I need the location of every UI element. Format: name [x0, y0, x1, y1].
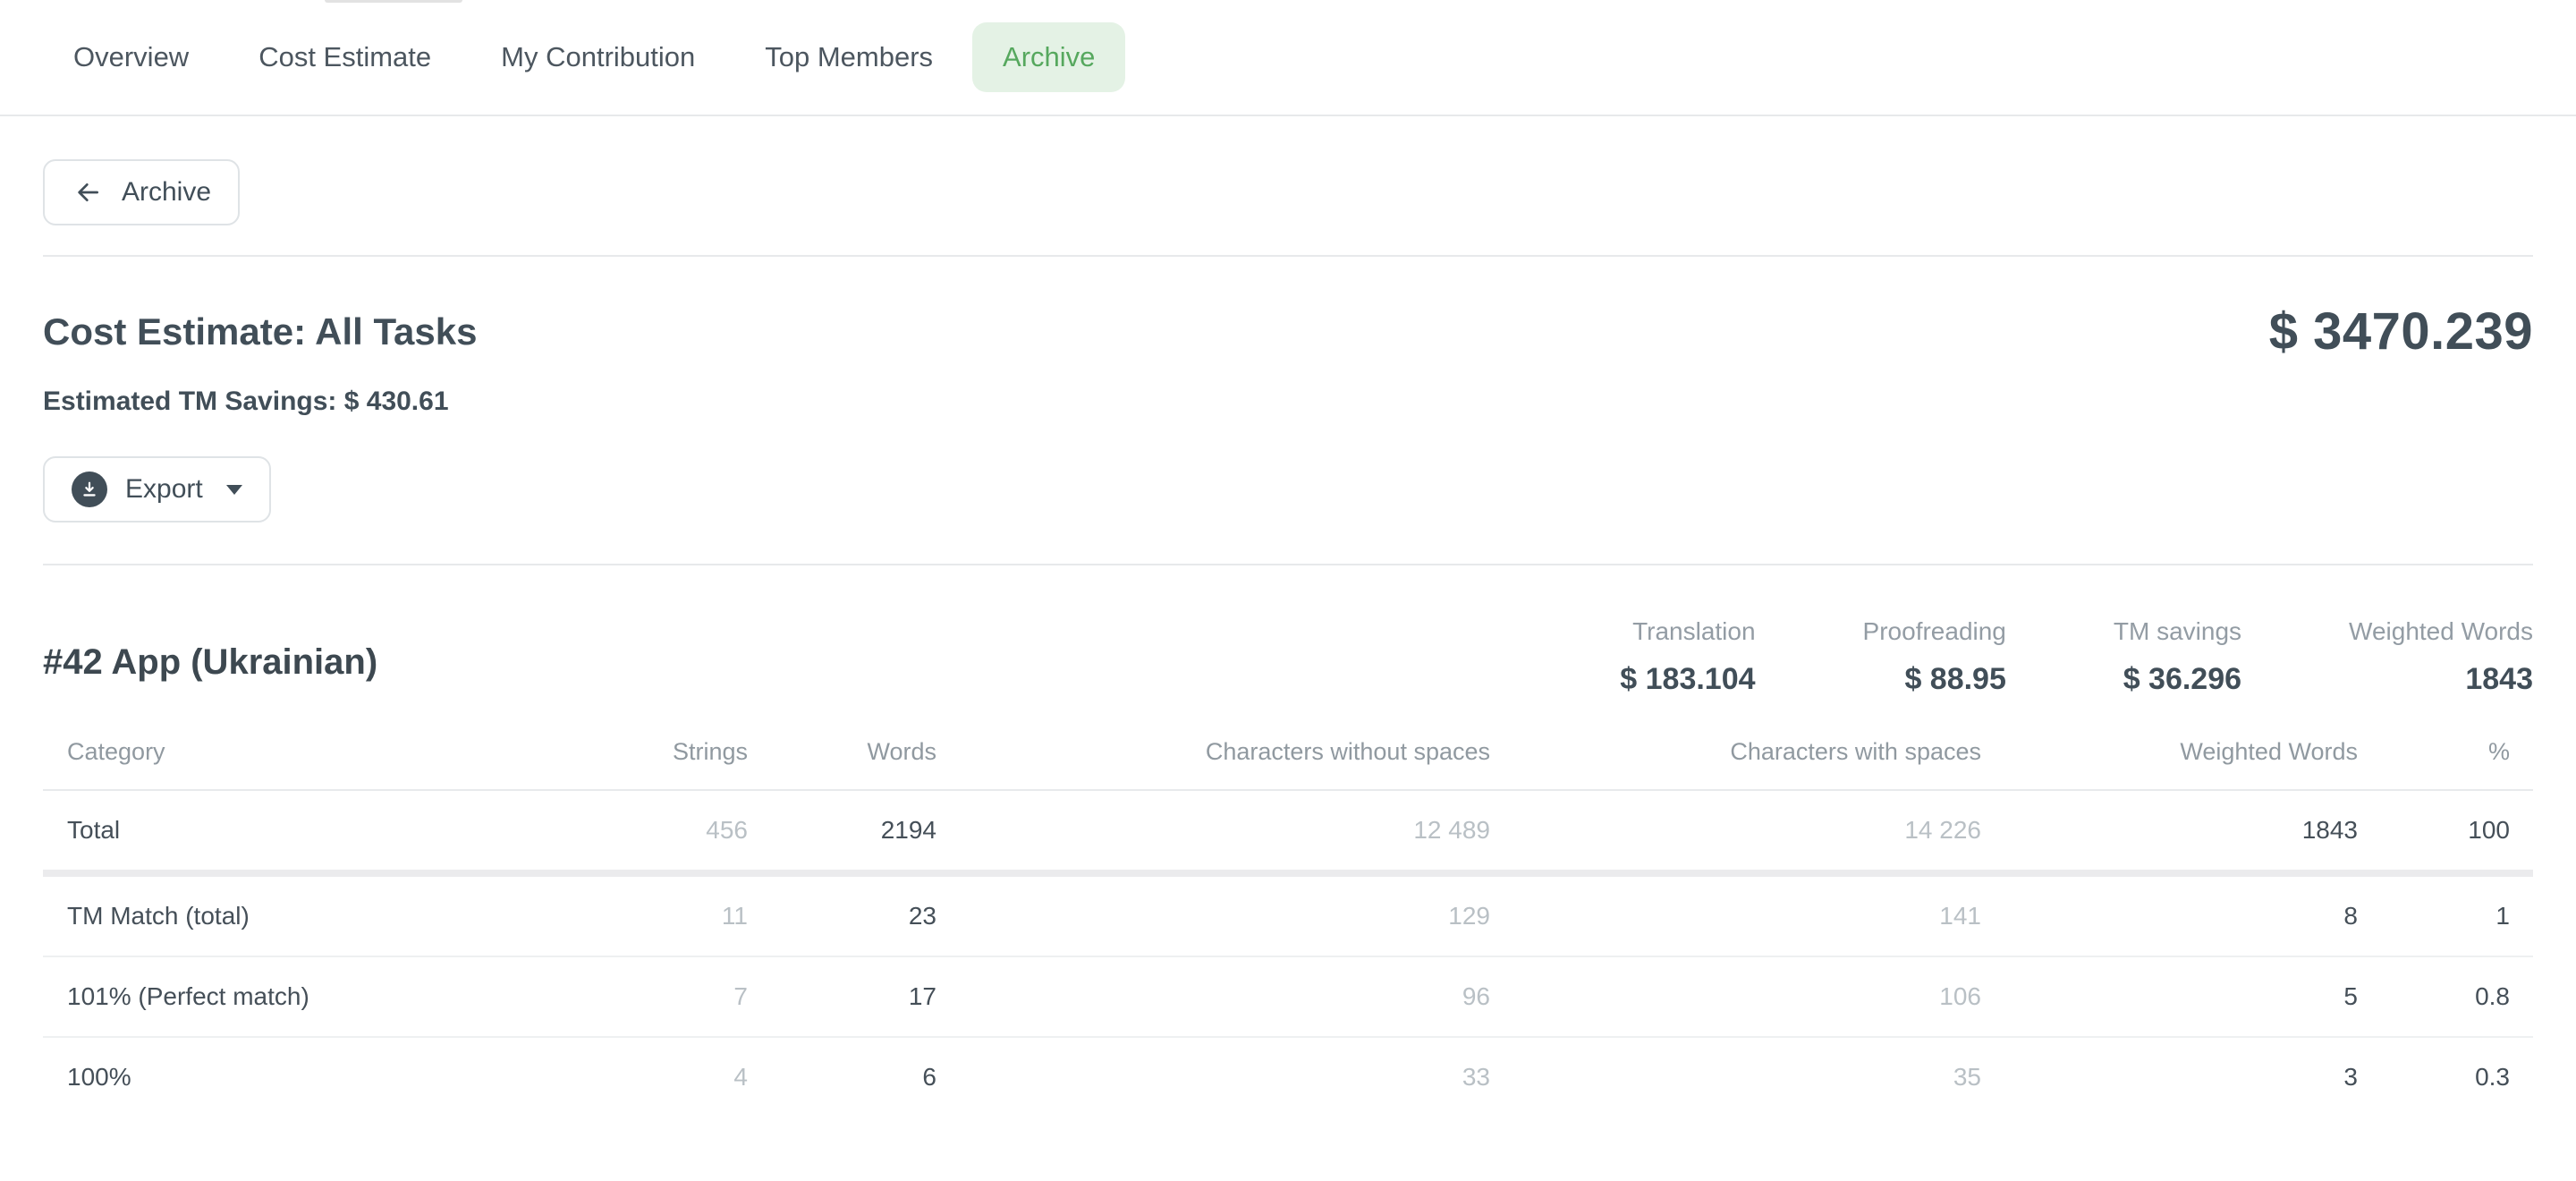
arrow-left-icon	[72, 178, 104, 207]
column-header-chars-with-spaces: Characters with spaces	[1490, 720, 1981, 791]
cost-estimate-table: Category Strings Words Characters withou…	[43, 720, 2533, 1117]
tab-archive[interactable]: Archive	[972, 22, 1126, 92]
metric-label: Translation	[1632, 617, 1756, 645]
tab-my-contribution[interactable]: My Contribution	[501, 41, 696, 72]
archive-back-label: Archive	[122, 177, 212, 207]
cell-weighted-words: 8	[1981, 873, 2358, 957]
task-section-header: #42 App (Ukrainian) Translation $ 183.10…	[43, 617, 2533, 697]
task-metrics: Translation $ 183.104 Proofreading $ 88.…	[1620, 617, 2533, 697]
table-row-tm-match: TM Match (total) 11 23 129 141 8 1	[43, 873, 2533, 957]
export-button[interactable]: Export	[43, 456, 271, 523]
cell-chars-without-spaces: 12 489	[936, 790, 1490, 877]
total-price: $ 3470.239	[2268, 302, 2533, 361]
cell-category: TM Match (total)	[43, 873, 544, 957]
export-label: Export	[125, 474, 203, 504]
cell-weighted-words: 1843	[1981, 790, 2358, 877]
cell-category: 101% (Perfect match)	[43, 956, 544, 1038]
cell-category: Total	[43, 790, 544, 877]
tab-cost-estimate[interactable]: Cost Estimate	[258, 41, 432, 72]
divider	[43, 564, 2533, 565]
page-content: Archive Cost Estimate: All Tasks $ 3470.…	[0, 116, 2576, 1117]
metric-translation: Translation $ 183.104	[1620, 617, 1755, 697]
cell-chars-with-spaces: 106	[1490, 956, 1981, 1038]
tab-top-members[interactable]: Top Members	[765, 41, 934, 72]
archive-back-button[interactable]: Archive	[43, 159, 241, 225]
cell-percent: 100	[2358, 790, 2533, 877]
cell-weighted-words: 3	[2343, 1063, 2358, 1091]
cell-strings: 4	[733, 1063, 748, 1091]
column-header-category: Category	[43, 720, 544, 791]
cell-percent: 0.8	[2358, 956, 2533, 1038]
cell-weighted-words: 5	[1981, 956, 2358, 1038]
tab-overview[interactable]: Overview	[73, 41, 190, 72]
cell-percent: 1	[2358, 873, 2533, 957]
table-row-100: 100% 4 6 33 35 3 0.3	[43, 1037, 2533, 1117]
column-header-percent: %	[2358, 720, 2533, 791]
metric-label: Proofreading	[1862, 617, 2006, 645]
metric-weighted-words: Weighted Words 1843	[2349, 617, 2533, 697]
metric-value: $ 36.296	[2123, 662, 2242, 696]
metric-tm-savings: TM savings $ 36.296	[2114, 617, 2241, 697]
cell-percent: 0.3	[2475, 1063, 2510, 1091]
download-icon	[72, 472, 107, 507]
tm-savings-line: Estimated TM Savings: $ 430.61	[43, 387, 449, 416]
cell-chars-with-spaces: 14 226	[1490, 790, 1981, 877]
cell-strings: 7	[544, 956, 748, 1038]
export-row: Export	[43, 456, 2533, 564]
metric-value: 1843	[2465, 662, 2533, 696]
cell-chars-with-spaces: 35	[1953, 1063, 1981, 1091]
summary-header: Cost Estimate: All Tasks $ 3470.239	[43, 302, 2533, 361]
column-header-chars-without-spaces: Characters without spaces	[936, 720, 1490, 791]
cell-chars-with-spaces: 141	[1490, 873, 1981, 957]
cell-words: 2194	[748, 790, 936, 877]
cell-strings: 456	[544, 790, 748, 877]
table-row-101-perfect-match: 101% (Perfect match) 7 17 96 106 5 0.8	[43, 956, 2533, 1038]
cell-words: 23	[748, 873, 936, 957]
cell-words: 6	[922, 1063, 936, 1091]
cell-strings: 11	[544, 873, 748, 957]
tab-bar: Overview Cost Estimate My Contribution T…	[0, 0, 2576, 116]
metric-label: Weighted Words	[2349, 617, 2533, 645]
cell-chars-without-spaces: 129	[936, 873, 1490, 957]
divider	[43, 255, 2533, 257]
metric-value: $ 183.104	[1620, 662, 1756, 696]
task-title: #42 App (Ukrainian)	[43, 642, 378, 682]
cell-chars-without-spaces: 96	[936, 956, 1490, 1038]
table-row-total: Total 456 2194 12 489 14 226 1843 100	[43, 790, 2533, 877]
cell-words: 17	[748, 956, 936, 1038]
cell-chars-without-spaces: 33	[1462, 1063, 1490, 1091]
back-row: Archive	[43, 116, 2533, 255]
cutoff-element-top	[325, 0, 462, 3]
metric-value: $ 88.95	[1904, 662, 2006, 696]
chevron-down-icon	[225, 484, 242, 495]
column-header-strings: Strings	[544, 720, 748, 791]
page-title: Cost Estimate: All Tasks	[43, 310, 478, 353]
column-header-weighted-words: Weighted Words	[1981, 720, 2358, 791]
column-header-words: Words	[748, 720, 936, 791]
cell-category: 100%	[67, 1063, 131, 1091]
table-header-row: Category Strings Words Characters withou…	[43, 720, 2533, 791]
metric-label: TM savings	[2113, 617, 2242, 645]
metric-proofreading: Proofreading $ 88.95	[1863, 617, 2006, 697]
